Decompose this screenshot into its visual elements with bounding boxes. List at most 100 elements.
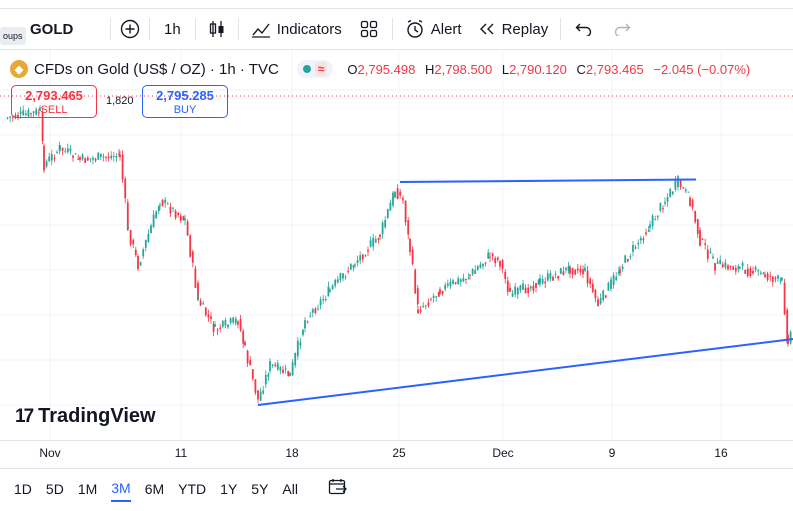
divider: [391, 18, 393, 40]
candle-body: [150, 225, 152, 234]
range-1d[interactable]: 1D: [14, 480, 32, 497]
candle-body: [712, 256, 714, 259]
candle-body: [522, 283, 524, 290]
candle-body: [197, 296, 199, 301]
candle-body: [207, 314, 210, 318]
candle-body: [454, 282, 457, 284]
alert-button[interactable]: Alert: [397, 9, 470, 49]
candle-body: [501, 260, 504, 269]
buy-button[interactable]: 2,795.285 BUY: [142, 85, 228, 118]
candle-body: [459, 279, 462, 282]
sell-button[interactable]: 2,793.465 SELL: [11, 85, 97, 118]
candle-body: [257, 390, 259, 400]
candle-body: [491, 253, 494, 256]
candle-body: [361, 254, 364, 260]
candle-body: [441, 291, 444, 295]
range-5y[interactable]: 5Y: [251, 480, 269, 497]
trendline-bottom[interactable]: [257, 338, 793, 406]
candle-body: [227, 324, 229, 328]
candle-body: [72, 155, 74, 158]
candle-body: [727, 265, 729, 270]
price-chart[interactable]: [0, 0, 793, 440]
candle-body: [769, 275, 772, 277]
candle-body: [97, 152, 100, 160]
candle-body: [399, 191, 402, 196]
range-6m[interactable]: 6M: [144, 480, 165, 497]
candle-body: [529, 286, 532, 289]
indicators-button[interactable]: Indicators: [243, 9, 350, 49]
tradingview-logo[interactable]: 17 TradingView: [15, 405, 156, 428]
undo-button[interactable]: [565, 9, 603, 49]
candle-body: [339, 273, 342, 280]
candle-body: [336, 279, 339, 283]
candle-body: [81, 154, 84, 160]
range-1y[interactable]: 1Y: [220, 480, 238, 497]
candle-body: [732, 266, 735, 270]
candle-body: [432, 295, 435, 298]
time-axis[interactable]: Nov 11 18 25 Dec 9 16: [0, 440, 793, 464]
candle-body: [269, 361, 271, 371]
rewind-icon: [479, 23, 494, 35]
candle-body: [246, 350, 249, 364]
replay-button[interactable]: Replay: [470, 9, 557, 49]
candle-body: [632, 244, 634, 252]
layouts-button[interactable]: [350, 9, 388, 49]
candle-body: [102, 156, 105, 158]
range-ytd[interactable]: YTD: [178, 480, 207, 497]
range-5d[interactable]: 5D: [45, 480, 64, 497]
go-to-date-button[interactable]: [328, 474, 348, 503]
candle-body: [544, 281, 547, 284]
groups-tooltip: oups: [0, 27, 26, 45]
divider: [560, 18, 562, 40]
candle-body: [267, 374, 270, 377]
candle-body: [159, 204, 161, 206]
add-symbol-button[interactable]: [115, 9, 145, 49]
candle-body: [519, 285, 522, 291]
indicators-label: Indicators: [276, 20, 342, 38]
candle-body: [189, 235, 192, 257]
range-3m[interactable]: 3M: [111, 476, 131, 502]
candle-body: [446, 283, 449, 286]
candle-body: [314, 308, 317, 313]
candle-body: [411, 249, 414, 264]
candle-body: [484, 262, 487, 264]
candle-body: [172, 207, 174, 209]
candle-body: [729, 265, 732, 267]
candle-body: [77, 158, 80, 160]
candle-body: [369, 240, 372, 247]
buy-label: BUY: [173, 104, 197, 116]
divider: [194, 18, 196, 40]
candle-body: [699, 229, 701, 246]
candle-body: [629, 256, 632, 258]
legend-title[interactable]: CFDs on Gold (US$ / OZ) · 1h · TVC: [34, 60, 279, 78]
candle-body: [284, 368, 287, 370]
ohlc-values: O2,795.498 H2,798.500 L2,790.120 C2,793.…: [347, 62, 756, 77]
candle-body: [381, 222, 384, 235]
range-all[interactable]: All: [282, 480, 298, 497]
range-1m[interactable]: 1M: [77, 480, 98, 497]
market-status[interactable]: ≈: [296, 60, 334, 78]
x-tick: 18: [285, 446, 299, 460]
candle-body: [424, 305, 427, 307]
candle-body: [746, 268, 749, 277]
candle-body: [607, 282, 610, 291]
candle-body: [511, 293, 514, 297]
divider: [149, 18, 150, 40]
candle-body: [43, 145, 45, 171]
candle-body: [565, 267, 567, 270]
candle-body: [296, 340, 299, 357]
interval-button[interactable]: 1h: [164, 20, 181, 38]
candle-body: [615, 276, 618, 281]
candle-body: [112, 155, 115, 157]
status-mark: ≈: [314, 62, 328, 76]
redo-button[interactable]: [603, 9, 641, 49]
candle-body: [586, 270, 589, 284]
candle-body: [789, 331, 792, 344]
candle-body: [392, 192, 394, 206]
candle-body: [221, 320, 224, 327]
trendline-top[interactable]: [399, 178, 697, 183]
candle-body: [619, 269, 621, 274]
symbol-search[interactable]: GOLD: [10, 9, 73, 49]
candle-body: [684, 189, 687, 192]
chart-type-button[interactable]: [200, 9, 234, 49]
